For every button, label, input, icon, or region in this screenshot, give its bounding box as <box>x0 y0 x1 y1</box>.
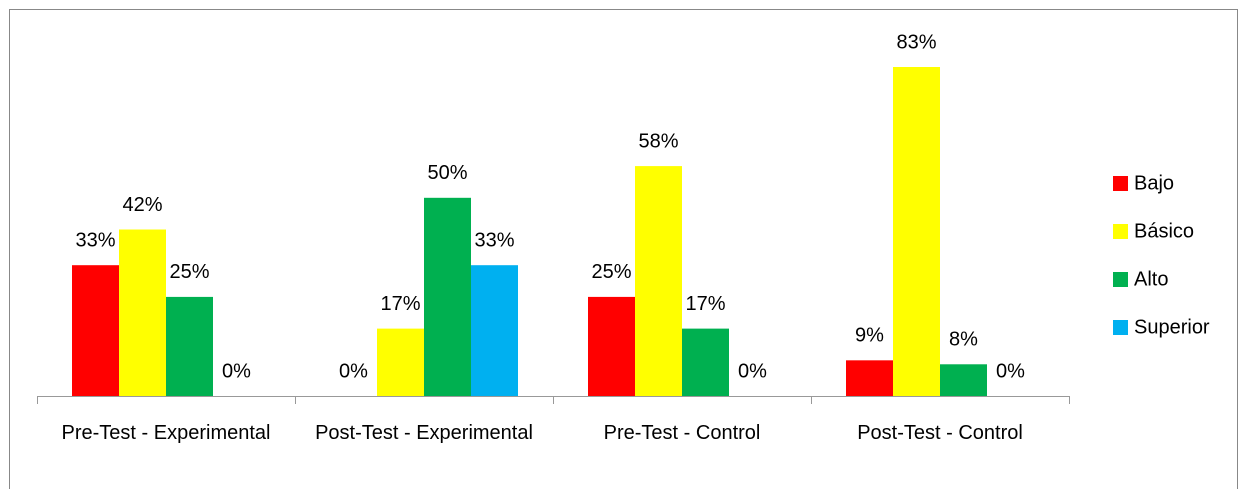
legend-label: Superior <box>1134 316 1210 338</box>
legend-label: Alto <box>1134 268 1168 290</box>
data-label: 33% <box>75 229 115 251</box>
data-label: 83% <box>896 31 936 53</box>
data-label: 17% <box>380 293 420 315</box>
legend-swatch <box>1113 272 1128 287</box>
legend-swatch <box>1113 176 1128 191</box>
legend-swatch <box>1113 320 1128 335</box>
legend-label: Bajo <box>1134 172 1174 194</box>
bar <box>635 166 682 396</box>
bar <box>588 296 635 396</box>
data-label: 0% <box>996 360 1025 382</box>
data-label: 25% <box>169 261 209 283</box>
bar <box>72 265 119 396</box>
data-label: 58% <box>638 130 678 152</box>
data-label: 42% <box>122 194 162 216</box>
data-label: 0% <box>222 360 251 382</box>
bar <box>424 197 471 396</box>
x-tick-label: Post-Test - Experimental <box>315 422 533 444</box>
x-tick-label: Pre-Test - Control <box>603 422 761 444</box>
legend-swatch <box>1113 224 1128 239</box>
bar <box>940 364 987 396</box>
data-label: 25% <box>591 261 631 283</box>
data-label: 17% <box>685 293 725 315</box>
bar <box>893 67 940 396</box>
data-label: 0% <box>738 360 767 382</box>
bar <box>377 328 424 396</box>
x-tick-label: Post-Test - Control <box>857 422 1023 444</box>
data-label: 0% <box>339 360 368 382</box>
data-label: 33% <box>474 229 514 251</box>
bar <box>166 296 213 396</box>
chart-border <box>9 9 1238 489</box>
legend-label: Básico <box>1134 220 1194 242</box>
data-label: 9% <box>855 325 884 347</box>
bar <box>846 360 893 396</box>
x-tick-label: Pre-Test - Experimental <box>61 422 271 444</box>
data-label: 50% <box>427 162 467 184</box>
bar <box>682 328 729 396</box>
bar <box>119 229 166 396</box>
bar <box>471 265 518 396</box>
data-label: 8% <box>949 329 978 351</box>
